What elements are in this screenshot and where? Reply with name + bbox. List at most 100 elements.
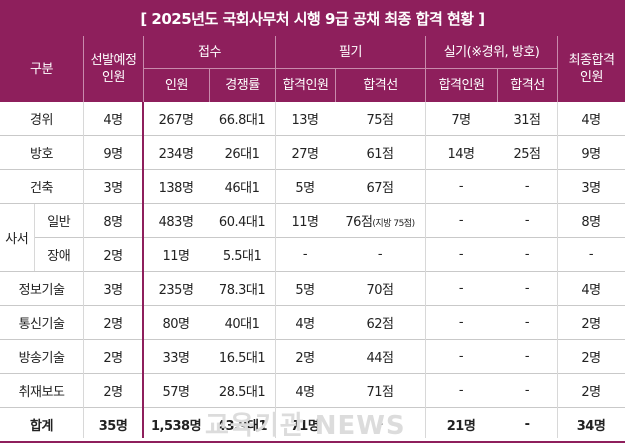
cell-practical-cutoff: - xyxy=(497,373,558,408)
total-applied: 1,538명 xyxy=(143,407,210,443)
cell-planned: 3명 xyxy=(83,271,144,306)
cell-planned: 3명 xyxy=(83,169,144,204)
header-applied-count: 인원 xyxy=(165,78,188,93)
cell-final: 2명 xyxy=(557,373,625,408)
total-ppass: 21명 xyxy=(425,407,498,443)
cell-practical-cutoff: 25점 xyxy=(497,135,558,170)
written-cutoff-value: 71점 xyxy=(366,385,395,400)
row-category: 방송기술 xyxy=(0,339,84,374)
header-written-cutoff: 합격선 xyxy=(363,78,398,93)
cell-practical-pass: 14명 xyxy=(425,135,498,170)
cell-written-pass: 4명 xyxy=(275,373,336,408)
header-applied: 접수 xyxy=(198,44,221,60)
cell-practical-pass: - xyxy=(425,237,498,272)
header-final: 최종합격 인원 xyxy=(568,53,615,85)
table-row: 방송기술 2명 33명 16.5대1 2명 44점 - -2명 xyxy=(0,339,625,374)
results-table: 경위 4명 267명 66.8대1 13명 75점 7명 31점 4명 방호 9명 234명 26대1 2… xyxy=(0,102,625,443)
cell-practical-pass: - xyxy=(425,169,498,204)
row-subcategory: 일반 xyxy=(34,203,84,238)
total-row: 합계 35명 1,538명 43.9대1 71명 -21명 -34명 xyxy=(0,407,625,443)
cell-written-pass: 11명 xyxy=(275,203,336,238)
cell-applied: 57명 xyxy=(143,373,210,408)
header-practical-cutoff: 합격선 xyxy=(510,78,545,93)
cell-written-cutoff: - xyxy=(335,237,426,272)
table-row: 방호 9명 234명 26대1 27명 61점 14명 25점 9명 xyxy=(0,135,625,170)
cell-written-cutoff: 71점 xyxy=(335,373,426,408)
cell-practical-cutoff: 31점 xyxy=(497,102,558,136)
cell-final: - xyxy=(557,237,625,272)
table-row: 취재보도 2명 57명 28.5대1 4명 71점 - -2명 xyxy=(0,373,625,408)
header-written-pass: 합격인원 xyxy=(282,78,329,93)
cell-planned: 2명 xyxy=(83,373,144,408)
total-planned: 35명 xyxy=(83,407,144,443)
cell-competition: 46대1 xyxy=(209,169,276,204)
cell-final: 4명 xyxy=(557,271,625,306)
table-row: 사서 일반 8명 483명 60.4대1 11명 76점(지방 75점) - -8명 xyxy=(0,203,625,272)
cell-applied: 33명 xyxy=(143,339,210,374)
cell-written-cutoff: 70점 xyxy=(335,271,426,306)
cell-written-cutoff: 61점 xyxy=(335,135,426,170)
total-label: 합계 xyxy=(0,407,84,443)
cell-final: 2명 xyxy=(557,339,625,374)
cell-competition: 5.5대1 xyxy=(209,237,276,272)
row-category: 취재보도 xyxy=(0,373,84,408)
header-practical: 실기(※경위, 방호) xyxy=(443,44,540,60)
total-ratio: 43.9대1 xyxy=(209,407,276,443)
header-planned: 선발예정 인원 xyxy=(90,53,137,85)
cell-applied: 80명 xyxy=(143,305,210,340)
cell-final: 2명 xyxy=(557,305,625,340)
row-category: 방호 xyxy=(0,135,84,170)
row-category: 정보기술 xyxy=(0,271,84,306)
cell-practical-cutoff: - xyxy=(497,271,558,306)
cell-applied: 235명 xyxy=(143,271,210,306)
cell-written-pass: 5명 xyxy=(275,169,336,204)
cell-written-cutoff: 62점 xyxy=(335,305,426,340)
cell-practical-pass: - xyxy=(425,373,498,408)
table-row: 건축 3명 138명 46대1 5명 67점 - -3명 xyxy=(0,169,625,204)
cell-written-pass: 4명 xyxy=(275,305,336,340)
cell-practical-pass: - xyxy=(425,203,498,238)
written-cutoff-value: 62점 xyxy=(366,317,395,332)
cell-written-pass: 5명 xyxy=(275,271,336,306)
cell-written-pass: - xyxy=(275,237,336,272)
header-category: 구분 xyxy=(30,61,53,77)
written-cutoff-value: 67점 xyxy=(366,181,395,196)
cell-practical-cutoff: - xyxy=(497,305,558,340)
cell-competition: 26대1 xyxy=(209,135,276,170)
cell-written-cutoff: 76점(지방 75점) xyxy=(335,203,426,238)
total-wcut: - xyxy=(335,407,426,443)
cell-competition: 16.5대1 xyxy=(209,339,276,374)
cell-final: 9명 xyxy=(557,135,625,170)
row-subcategory: 장애 xyxy=(34,237,84,272)
total-pcut: - xyxy=(497,407,558,443)
cell-written-cutoff: 75점 xyxy=(335,102,426,136)
cell-competition: 28.5대1 xyxy=(209,373,276,408)
cell-final: 4명 xyxy=(557,102,625,136)
cell-applied: 11명 xyxy=(143,237,210,272)
written-cutoff-value: 70점 xyxy=(366,283,395,298)
cell-applied: 234명 xyxy=(143,135,210,170)
row-group-label: 사서 xyxy=(0,203,35,272)
table-header: 구분 선발예정 인원 접수 인원 경쟁률 필기 합격인원 합격선 실기(※경위,… xyxy=(0,36,625,102)
total-final: 34명 xyxy=(557,407,625,443)
cell-applied: 267명 xyxy=(143,102,210,136)
cell-practical-cutoff: - xyxy=(497,237,558,272)
cell-practical-cutoff: - xyxy=(497,169,558,204)
cell-applied: 483명 xyxy=(143,203,210,238)
table-title: [ 2025년도 국회사무처 시행 9급 공채 최종 합격 현황 ] xyxy=(0,0,625,36)
cell-final: 3명 xyxy=(557,169,625,204)
written-cutoff-value: 76점 xyxy=(345,215,373,230)
header-competition: 경쟁률 xyxy=(225,78,260,93)
cell-written-pass: 27명 xyxy=(275,135,336,170)
table-row: 장애 2명 11명 5.5대1- - - - - xyxy=(0,237,625,272)
cell-final: 8명 xyxy=(557,203,625,238)
cell-practical-pass: 7명 xyxy=(425,102,498,136)
written-cutoff-value: 61점 xyxy=(366,147,395,162)
cell-practical-cutoff: - xyxy=(497,203,558,238)
cell-competition: 60.4대1 xyxy=(209,203,276,238)
cell-practical-pass: - xyxy=(425,339,498,374)
cell-practical-pass: - xyxy=(425,271,498,306)
row-category: 경위 xyxy=(0,102,84,136)
written-cutoff-value: - xyxy=(377,247,383,262)
